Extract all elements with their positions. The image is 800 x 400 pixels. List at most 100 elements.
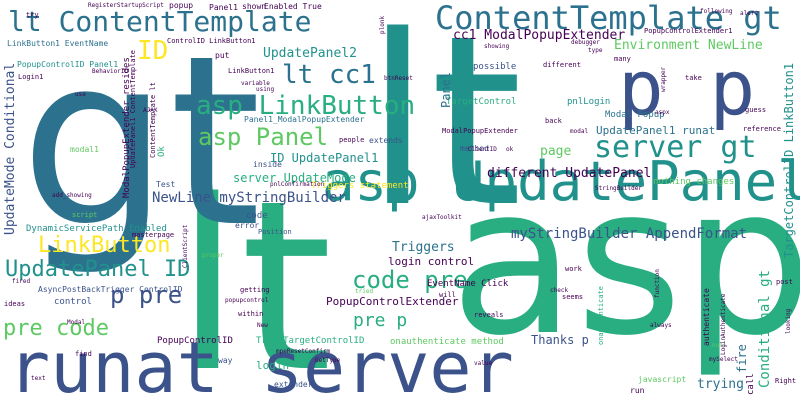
word-way: way bbox=[218, 356, 233, 365]
word-asp-panel: asp Panel bbox=[198, 123, 329, 151]
word-targetcontrolid-linkbutton1: TargetControlID LinkButton1 bbox=[782, 62, 796, 258]
word-extender: extender bbox=[274, 380, 313, 389]
word-code: code bbox=[246, 211, 268, 221]
word-pnllogin: pnlLogin bbox=[567, 97, 611, 107]
word-stringbuilder: StringBuilder bbox=[595, 185, 642, 192]
word-error: error bbox=[235, 221, 260, 230]
word-modal-popup: Modal Popup bbox=[605, 110, 665, 120]
word-use: use bbox=[75, 91, 86, 98]
word-people: people bbox=[339, 136, 365, 144]
word-call: call bbox=[746, 373, 756, 395]
word-alert: alert bbox=[740, 10, 759, 17]
word-enabled-true: Enabled True bbox=[264, 2, 322, 11]
word-trying: trying bbox=[697, 377, 744, 392]
word-popup: popup bbox=[169, 1, 194, 10]
word-different-updatepanel: different UpdatePanel bbox=[487, 166, 652, 181]
word-thanks-p: Thanks p bbox=[531, 333, 589, 347]
word-ideas: ideas bbox=[4, 300, 26, 308]
word-control: control bbox=[54, 297, 92, 307]
word-updatepanel1-contenttemplate: UpdatePanel1 ContentTemplate bbox=[129, 49, 137, 168]
word-popupcontrolid-panel1: PopupControlID Panel1 bbox=[17, 60, 119, 69]
word-btnreset: btnReset bbox=[384, 75, 413, 82]
word-asp-updatepanel: asp UpdatePanel bbox=[322, 150, 800, 213]
word-cc1-modalpopupextender: cc1 ModalPopupExtender bbox=[453, 28, 626, 43]
word-panel1: Panel1 bbox=[209, 3, 238, 12]
word-ok: Ok bbox=[157, 146, 167, 157]
word-asp-linkbutton: asp LinkButton bbox=[196, 91, 416, 121]
word-p-p: p p bbox=[618, 43, 756, 132]
word-ok-sm: ok bbox=[506, 146, 514, 153]
word-try: try bbox=[26, 11, 39, 19]
word-asp-large: asp bbox=[450, 143, 800, 381]
word-modalpopupextender: ModalPopupExtender bbox=[442, 127, 518, 135]
word-gt-large: gt bbox=[20, 6, 262, 279]
word-debugger: debugger bbox=[571, 39, 600, 46]
word-panel1-modalpopupextender: Panel1_ModalPopupExtender bbox=[244, 115, 365, 124]
word-variable: variable bbox=[241, 80, 270, 87]
word-p-pre: p pre bbox=[110, 281, 183, 309]
word-lt-cc1: lt cc1 bbox=[282, 60, 376, 90]
word-aspx: aspx bbox=[655, 109, 670, 116]
word-targetcontrol: TargetControl bbox=[446, 97, 517, 107]
word-runat-server: runat server bbox=[8, 327, 514, 400]
word-proper: proper bbox=[202, 252, 224, 259]
word-behaviorid: BehaviorID bbox=[92, 68, 129, 75]
word-clientid: ClientID bbox=[468, 146, 497, 153]
word-newline-mystringbuilder: NewLine myStringBuilder bbox=[152, 190, 346, 206]
word-server-gt: server gt bbox=[594, 130, 757, 165]
word-wrapper: wrapper bbox=[660, 66, 667, 92]
word-dynamicservicepath-enabled: DynamicServicePath Enabled bbox=[26, 224, 167, 234]
word-add-showing: add_showing bbox=[52, 192, 92, 199]
word-reveals: reveals bbox=[474, 311, 504, 319]
word-guess: guess bbox=[745, 106, 767, 114]
word-back: back bbox=[545, 117, 562, 125]
word-different: different bbox=[543, 61, 581, 69]
word-shown: shown bbox=[242, 2, 267, 11]
word-server-updatemode: server UpdateMode bbox=[233, 171, 356, 185]
word-onauthenticate: onauthenticate bbox=[597, 285, 605, 345]
word-page: page bbox=[540, 144, 572, 159]
word-nothing-changes: nothing changes bbox=[653, 177, 735, 187]
word-masterpage: masterpage bbox=[132, 231, 175, 239]
word-will: will bbox=[439, 291, 456, 299]
word-triggers: Triggers bbox=[392, 240, 455, 255]
word-updatemode-conditional: UpdateMode Conditional bbox=[3, 62, 18, 235]
word-updatepanel1-runat: UpdatePanel1 runat bbox=[596, 124, 716, 137]
word-script: script bbox=[72, 211, 98, 219]
word-login-control: login control bbox=[388, 255, 475, 268]
word-controlid-linkbutton1: ControlID LinkButton1 bbox=[167, 37, 256, 45]
word-put: put bbox=[215, 51, 230, 60]
word-popupcontrolextender1: PopupControlExtender1 bbox=[644, 27, 733, 35]
word-environment-newline: Environment NewLine bbox=[614, 38, 763, 53]
word-always: always bbox=[650, 322, 672, 329]
word-many: many bbox=[614, 55, 631, 63]
word-pre-code: pre code bbox=[3, 316, 109, 341]
word-looking: looking bbox=[785, 308, 792, 334]
word-within: within bbox=[238, 310, 264, 318]
word-registerstartupscript: RegisterStartupScript bbox=[88, 2, 164, 9]
word-code-pre: code pre bbox=[352, 266, 468, 294]
word-conditional-gt: Conditional gt bbox=[757, 269, 773, 388]
word-ajax: AJAX bbox=[143, 107, 158, 114]
word-clientscript: ClientScript bbox=[182, 224, 189, 268]
word-popupcontrolid: PopupControlID bbox=[157, 336, 233, 346]
word-loginauthenticate: LoginAuthenticate bbox=[720, 293, 727, 355]
word-extends: extends bbox=[369, 136, 403, 145]
word-linkbutton1-eventname: LinkButton1 EventName bbox=[7, 39, 109, 48]
word-take: take bbox=[685, 74, 702, 82]
word-showing: showing bbox=[484, 43, 510, 50]
word-modal: Modal bbox=[67, 319, 86, 326]
word-onauthenticate-method: onauthenticate method bbox=[390, 337, 504, 347]
word-find: find bbox=[75, 350, 92, 358]
word-modal1: modal1 bbox=[70, 145, 99, 154]
word-post: post bbox=[776, 278, 793, 286]
word-fire: fire bbox=[735, 344, 749, 373]
word-mystringbuilder-appendformat: myStringBuilder AppendFormat bbox=[511, 226, 748, 242]
word-work: work bbox=[565, 265, 582, 273]
word-panel: Panel bbox=[439, 71, 453, 108]
word-triggers-statement: Triggers statement bbox=[311, 181, 409, 191]
word-contenttemplate-lt: ContentTemplate lt bbox=[149, 82, 157, 158]
word-updatepanel-id: UpdatePanel ID bbox=[5, 257, 191, 282]
word-id: ID bbox=[137, 36, 169, 66]
word-plonk: plonk bbox=[379, 15, 386, 34]
